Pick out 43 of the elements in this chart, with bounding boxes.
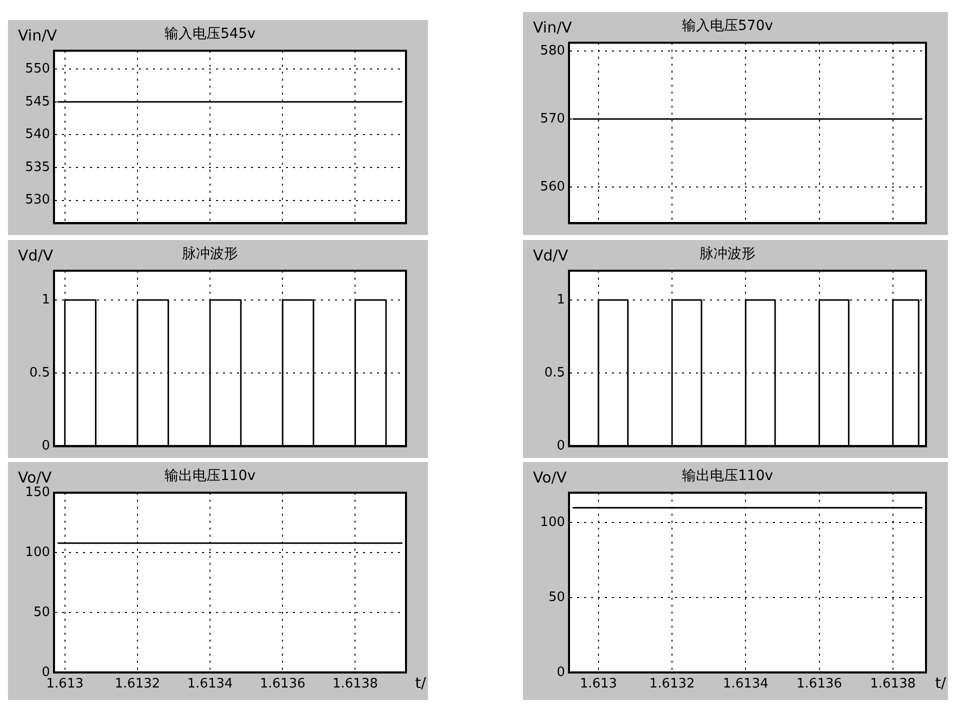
chart-title: 输入电压545v (164, 26, 256, 42)
x-axis-title: t/ (935, 674, 947, 692)
x-tick-label: 1.6138 (870, 676, 916, 692)
y-tick-label: 540 (25, 127, 50, 142)
y-tick-label: 530 (25, 192, 50, 208)
y-axis-title: Vin/V (18, 26, 58, 44)
y-tick-label: 0 (556, 664, 565, 680)
x-tick-label: 1.6136 (796, 676, 842, 692)
chart-title: 脉冲波形 (182, 246, 238, 262)
y-tick-label: 50 (548, 590, 565, 605)
y-tick-label: 0.5 (29, 365, 50, 380)
chart-title: 输出电压110v (682, 468, 774, 484)
y-axis-title: Vo/V (533, 468, 568, 486)
y-axis-title: Vin/V (533, 18, 573, 36)
x-tick-label: 1.613 (580, 676, 618, 692)
chart-title: 输出电压110v (164, 468, 256, 484)
x-axis-title: t/ (415, 674, 427, 692)
y-tick-label: 0 (42, 438, 50, 454)
y-tick-label: 150 (25, 485, 50, 500)
x-tick-label: 1.6132 (649, 676, 695, 692)
y-tick-label: 100 (540, 515, 565, 530)
y-tick-label: 570 (540, 111, 565, 126)
y-tick-label: 50 (33, 604, 50, 620)
y-axis-title: Vd/V (18, 246, 54, 264)
x-tick-label: 1.6132 (114, 676, 160, 692)
x-tick-label: 1.6138 (332, 676, 378, 692)
y-tick-label: 1 (556, 292, 565, 308)
x-tick-label: 1.6134 (187, 676, 233, 692)
chart-title: 输入电压570v (682, 18, 774, 34)
y-tick-label: 535 (25, 160, 50, 175)
y-tick-label: 545 (25, 94, 50, 110)
y-tick-label: 560 (540, 179, 565, 194)
chart-title: 脉冲波形 (700, 246, 756, 262)
y-axis-title: Vd/V (533, 246, 569, 264)
y-tick-label: 0 (556, 438, 565, 454)
y-tick-label: 580 (540, 43, 565, 58)
y-tick-label: 1 (42, 292, 50, 308)
x-tick-label: 1.6134 (722, 676, 768, 692)
y-tick-label: 0.5 (544, 365, 565, 380)
y-axis-title: Vo/V (18, 468, 52, 486)
y-tick-label: 100 (25, 545, 50, 560)
x-tick-label: 1.6136 (260, 676, 306, 692)
y-tick-label: 550 (25, 62, 50, 77)
